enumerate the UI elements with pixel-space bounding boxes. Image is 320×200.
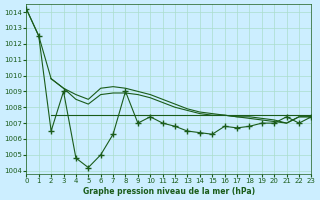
X-axis label: Graphe pression niveau de la mer (hPa): Graphe pression niveau de la mer (hPa) [83, 187, 255, 196]
